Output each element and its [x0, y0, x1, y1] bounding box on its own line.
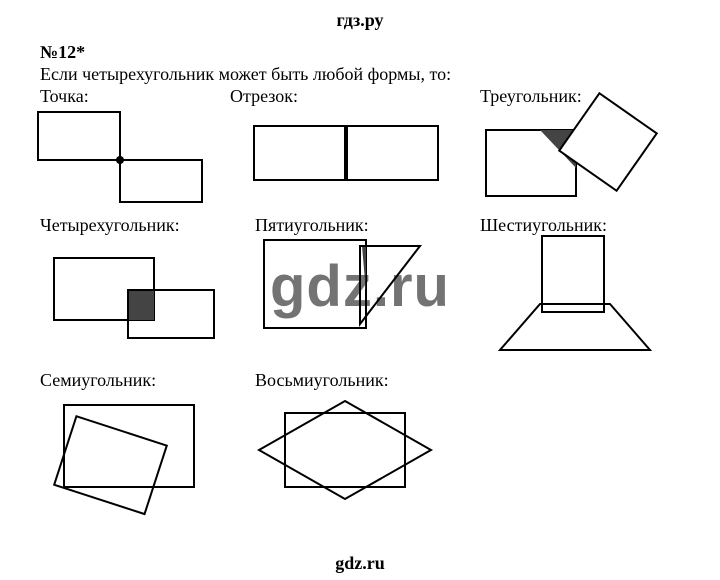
fig-segment: [250, 118, 450, 188]
fig-point: [32, 108, 202, 203]
label-hept: Семиугольник:: [40, 370, 156, 391]
problem-number: №12*: [40, 42, 85, 63]
fig-pent: [260, 236, 435, 341]
label-point: Точка:: [40, 86, 89, 107]
fig-hex: [490, 232, 665, 357]
label-oct: Восьмиугольник:: [255, 370, 389, 391]
label-pent: Пятиугольник:: [255, 215, 369, 236]
site-footer: gdz.ru: [0, 553, 720, 574]
label-segment: Отрезок:: [230, 86, 298, 107]
fig-oct: [255, 395, 440, 510]
fig-triangle: [480, 100, 680, 215]
intro-text: Если четырехугольник может быть любой фо…: [40, 64, 451, 85]
fig-quad: [50, 240, 225, 340]
site-header: гдз.ру: [0, 0, 720, 31]
label-quad: Четырехугольник:: [40, 215, 180, 236]
fig-hept: [50, 395, 225, 515]
